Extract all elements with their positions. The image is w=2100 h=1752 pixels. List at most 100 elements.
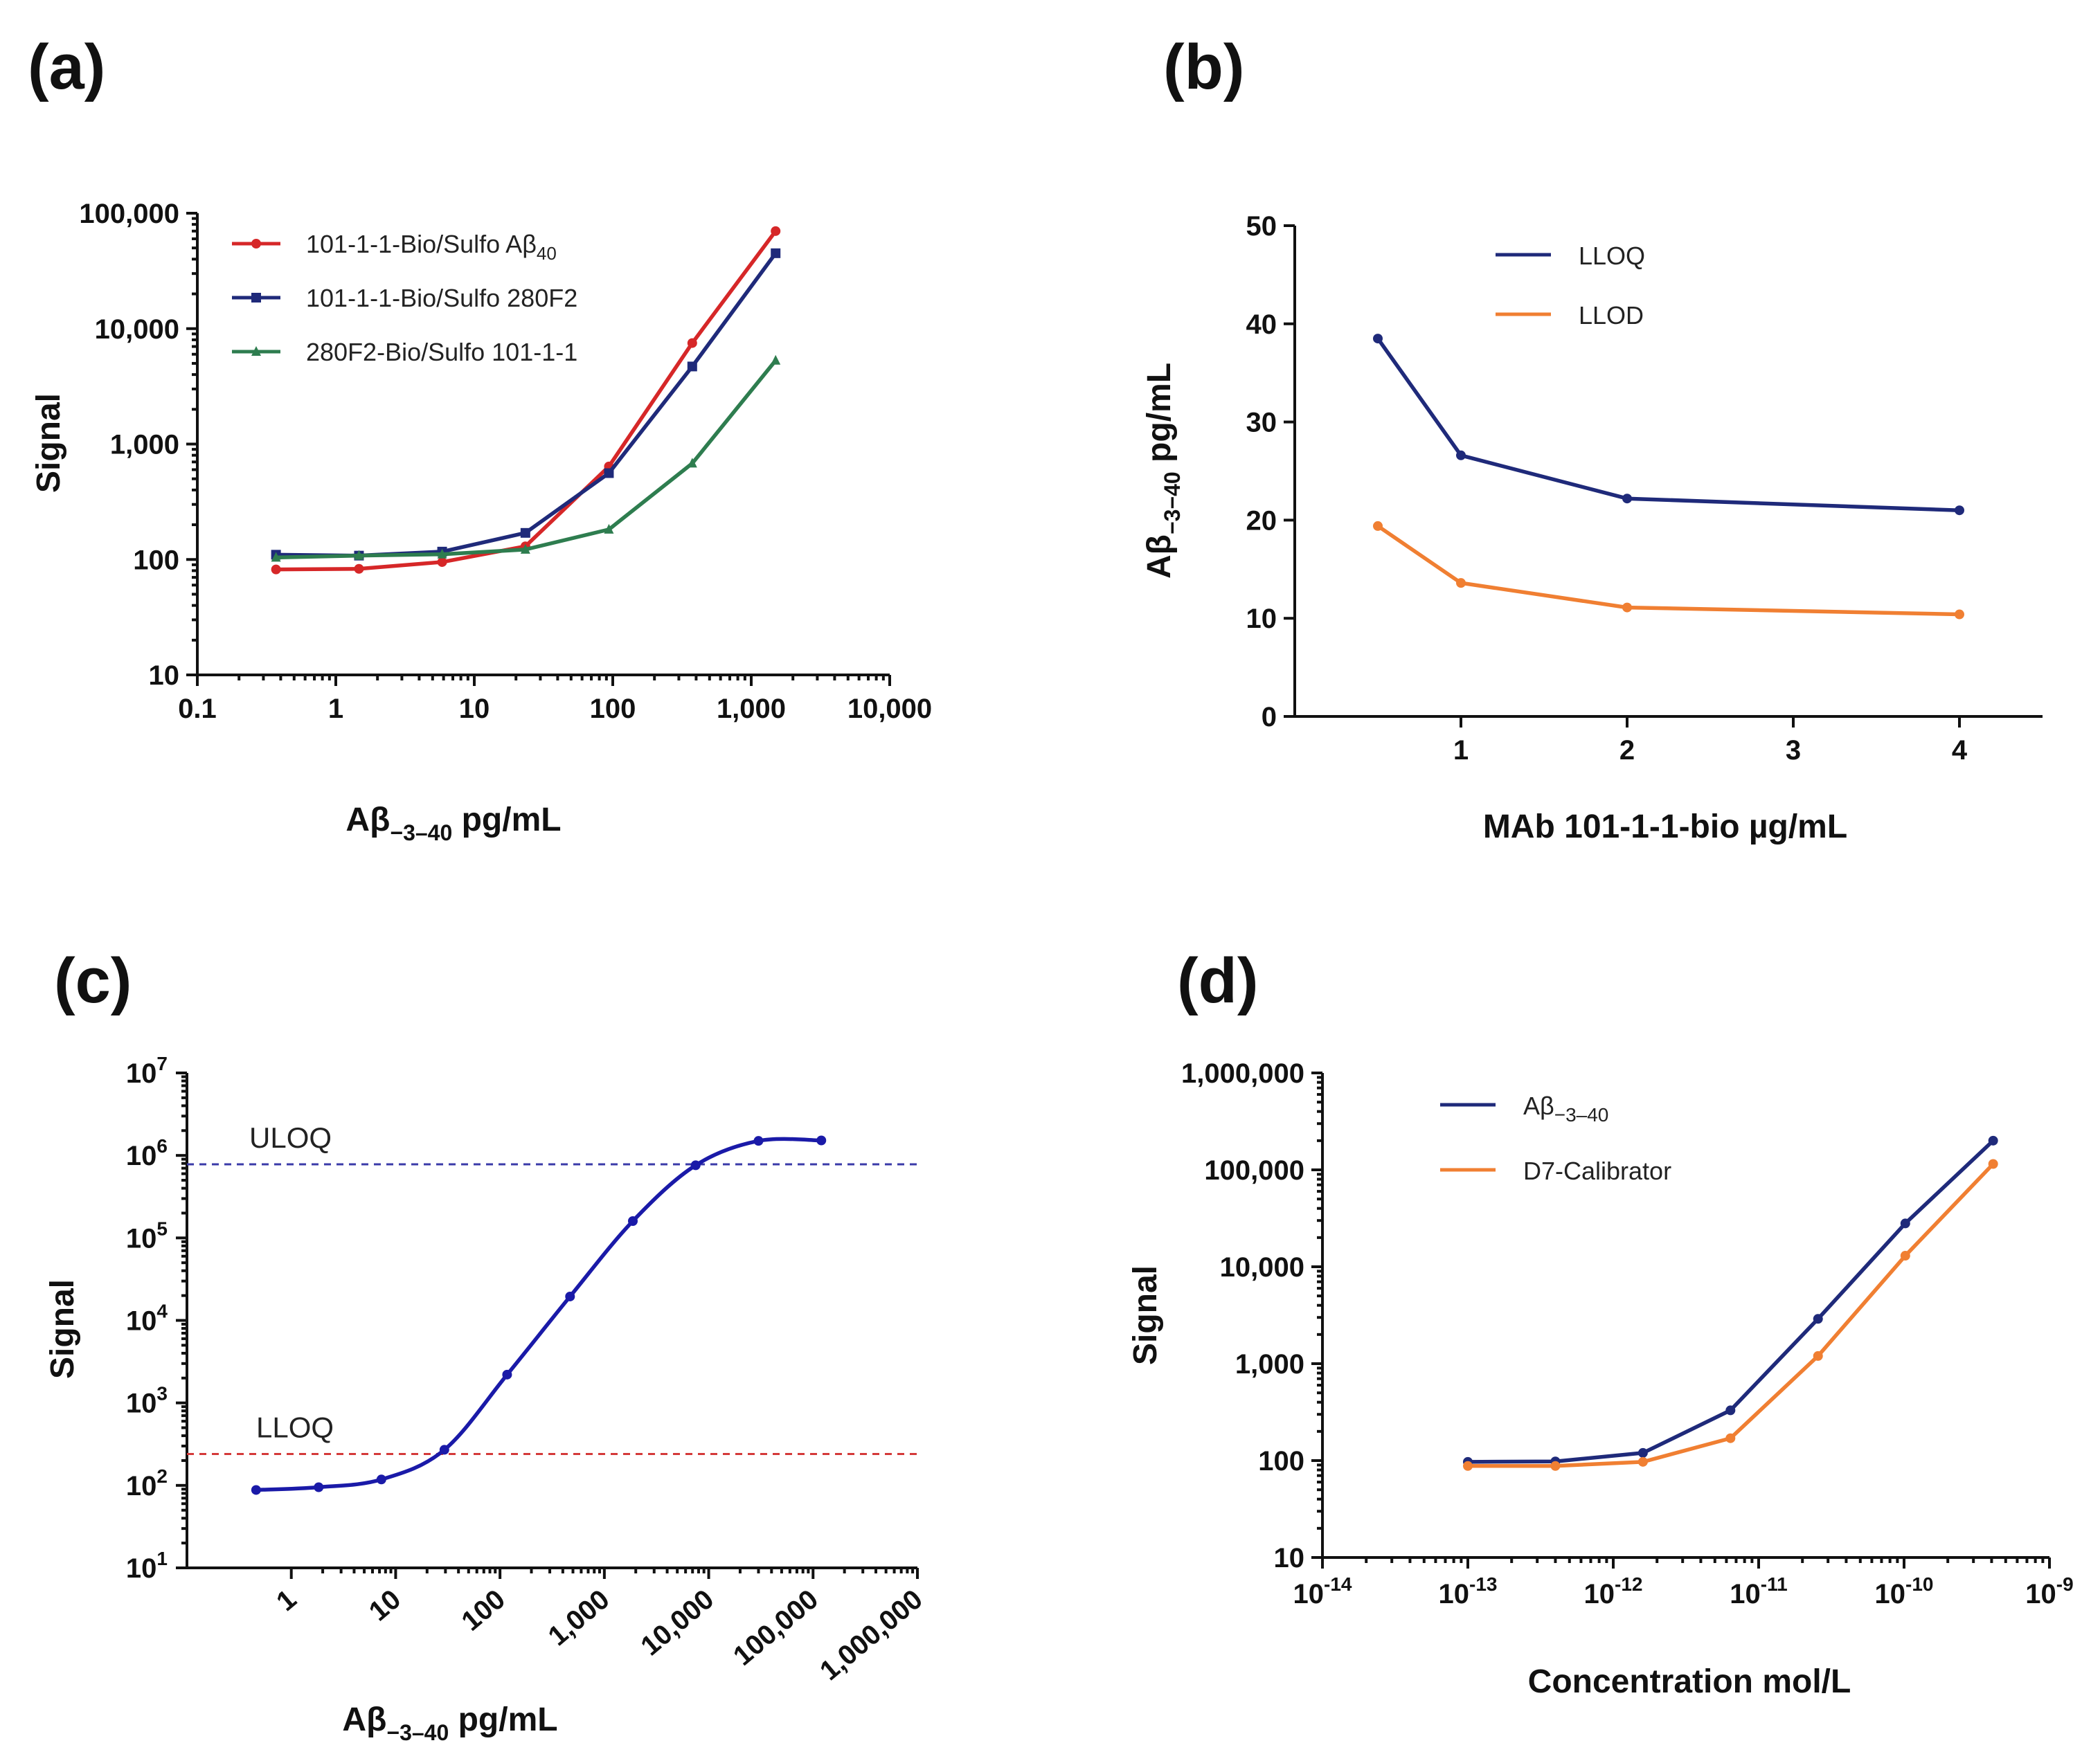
panel-b-legend-label: LLOQ [1579, 242, 1645, 270]
panel-c-data-point [690, 1160, 701, 1171]
panel-b-data-point [1373, 334, 1383, 344]
panel-c-xtick-label: 100 [456, 1584, 511, 1637]
panel-a-ytick-label: 10,000 [95, 314, 179, 345]
panel-c-ytick-label: 107 [126, 1053, 168, 1089]
panel-c-xtick-label: 1,000,000 [814, 1584, 928, 1686]
panel-a-xtick-label: 1,000 [717, 694, 786, 724]
panel-a-data-point [271, 564, 281, 575]
panel-b-xtick-label: 3 [1786, 735, 1801, 766]
panel-d-data-point [1813, 1351, 1823, 1361]
panel-a-legend-marker [251, 239, 261, 249]
panel-c-data-point [376, 1474, 386, 1485]
panel-d-data-point [1900, 1251, 1910, 1261]
panel-b-data-point [1456, 450, 1466, 460]
panel-a-data-point [687, 361, 697, 372]
panel-b-ytick-label: 30 [1246, 408, 1277, 438]
panel-b-data-point [1456, 578, 1466, 588]
panel-c: (c) Signal Aβ−3–40 pg/mL 101102103104105… [44, 946, 928, 1745]
panel-b-series-line [1376, 336, 1962, 512]
panel-a-data-point [771, 226, 781, 236]
panel-c-ylabel: Signal [44, 1279, 81, 1379]
panel-a-ytick-label: 10 [149, 660, 180, 691]
panel-a-data-point [687, 458, 697, 468]
panel-d-data-point [1813, 1314, 1823, 1324]
panel-b-xtick-label: 1 [1453, 735, 1469, 766]
panel-d-data-point [1988, 1135, 1998, 1146]
panel-c-series-line [254, 1137, 823, 1492]
panel-d-series-line [1466, 1162, 1995, 1468]
panel-a-data-point [604, 523, 614, 534]
panel-d-label: (d) [1177, 946, 1258, 1016]
panel-a-legend-label: 101-1-1-Bio/Sulfo 280F2 [306, 284, 577, 312]
panel-b-ytick-label: 50 [1246, 211, 1277, 242]
panel-c-ytick-label: 101 [126, 1548, 168, 1584]
panel-d-data-point [1725, 1405, 1736, 1416]
panel-a-data-point [271, 552, 281, 562]
panel-c-label: (c) [54, 946, 132, 1016]
panel-d-xtick-label: 10-14 [1293, 1573, 1352, 1609]
panel-d-xtick-label: 10-12 [1584, 1573, 1643, 1609]
panel-b-xtick-label: 4 [1952, 735, 1968, 766]
panel-d-ytick-label: 100 [1258, 1446, 1304, 1476]
panel-c-ytick-label: 102 [126, 1465, 168, 1501]
panel-a-xtick-label: 1 [328, 694, 343, 724]
panel-a-legend-label: 280F2-Bio/Sulfo 101-1-1 [306, 338, 577, 366]
panel-a-xlabel: Aβ−3–40 pg/mL [345, 802, 561, 845]
panel-d-data-point [1725, 1433, 1736, 1443]
panel-a-ytick-label: 100 [133, 545, 179, 575]
panel-c-data-point [565, 1291, 575, 1301]
panel-d-ylabel: Signal [1127, 1265, 1164, 1365]
panel-d-legend-label: Aβ−3–40 [1523, 1092, 1608, 1126]
panel-c-xtick-label: 10,000 [635, 1584, 719, 1661]
panel-c-refline-label: ULOQ [249, 1121, 332, 1154]
panel-d-ytick-label: 1,000 [1235, 1349, 1304, 1380]
panel-a-ytick-label: 1,000 [110, 430, 179, 460]
panel-a-data-point [771, 354, 781, 365]
panel-a-data-point [687, 338, 697, 348]
panel-a-data-point [354, 550, 364, 560]
panel-b-data-point [1955, 609, 1964, 620]
panel-b-ytick-label: 40 [1246, 309, 1277, 340]
panel-a-legend-marker [251, 346, 261, 356]
panel-c-data-point [314, 1482, 324, 1492]
panel-b-series-line [1376, 524, 1962, 617]
panel-d: (d) Signal Concentration mol/L 10 100 1,00… [1127, 946, 2074, 1700]
panel-d-xtick-label: 10-11 [1730, 1573, 1787, 1609]
panel-d-xtick-label: 10-13 [1439, 1573, 1498, 1609]
panel-a-legend-marker [251, 293, 261, 302]
panel-a-ylabel: Signal [30, 393, 67, 493]
panel-a-series-line [273, 358, 778, 560]
panel-a-xtick-label: 100 [590, 694, 636, 724]
panel-a-label: (a) [28, 32, 105, 102]
panel-c-xtick-label: 1,000 [543, 1584, 616, 1652]
panel-a-legend-label: 101-1-1-Bio/Sulfo Aβ40 [306, 230, 557, 264]
panel-b-ylabel: Aβ−3−40 pg/mL [1141, 363, 1185, 579]
panel-a-data-point [437, 557, 447, 567]
panel-b-ytick-label: 0 [1262, 702, 1277, 732]
panel-a-data-point [354, 563, 364, 574]
panel-d-ytick-label: 10 [1274, 1543, 1305, 1573]
panel-b: (b) Aβ−3−40 pg/mL MAb 101-1-1-bio µg/mL … [1141, 32, 2043, 845]
panel-a-data-point [520, 543, 530, 554]
panel-d-data-point [1900, 1218, 1910, 1229]
panel-b-data-point [1622, 494, 1632, 504]
panel-c-data-point [628, 1216, 638, 1227]
panel-b-label: (b) [1163, 32, 1244, 102]
panel-d-data-point [1637, 1447, 1648, 1458]
panel-c-ytick-label: 103 [126, 1383, 168, 1419]
panel-c-data-point [816, 1135, 827, 1146]
panel-c-data-point [502, 1369, 512, 1380]
panel-a-data-point [604, 468, 614, 478]
panel-b-xlabel: MAb 101-1-1-bio µg/mL [1483, 809, 1847, 845]
panel-a-xtick-label: 10 [459, 694, 490, 724]
panel-b-xtick-label: 2 [1619, 735, 1635, 766]
panel-d-data-point [1550, 1461, 1561, 1471]
panel-c-data-point [439, 1445, 449, 1455]
panel-c-data-point [251, 1485, 261, 1495]
panel-c-xtick-label: 100,000 [728, 1584, 824, 1672]
panel-b-data-point [1955, 505, 1964, 516]
panel-a-xtick-label: 0.1 [178, 694, 217, 724]
panel-d-data-point [1988, 1159, 1998, 1169]
panel-d-ytick-label: 1,000,000 [1181, 1058, 1304, 1089]
